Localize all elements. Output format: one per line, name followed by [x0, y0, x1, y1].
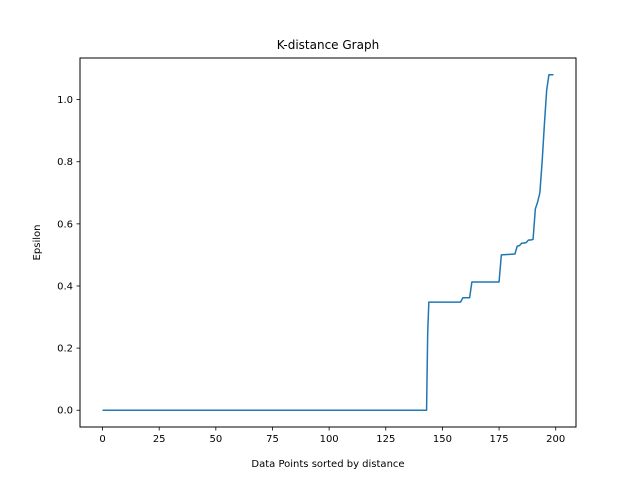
x-tick-label: 125: [376, 434, 395, 445]
x-tick-label: 50: [209, 434, 222, 445]
y-tick-label: 0.8: [57, 157, 73, 168]
y-tick-label: 0.0: [57, 406, 73, 417]
x-tick-label: 200: [546, 434, 565, 445]
x-tick-label: 75: [266, 434, 279, 445]
x-axis-label: Data Points sorted by distance: [251, 459, 404, 470]
x-tick-label: 25: [153, 434, 166, 445]
axes-frame: [79, 57, 577, 428]
x-tick-label: 175: [490, 434, 509, 445]
x-tick-label: 100: [320, 434, 339, 445]
x-tick-label: 0: [99, 434, 105, 445]
y-tick-label: 0.6: [57, 219, 73, 230]
x-tick-label: 150: [433, 434, 452, 445]
y-axis-label: Epsilon: [32, 225, 43, 261]
y-tick-label: 0.2: [57, 344, 73, 355]
y-tick-label: 1.0: [57, 95, 73, 106]
axis-ticks: 0 25 50 75 100 125 150 175 200 0.0 0.2 0.4 0.6 0.8 1.0: [57, 95, 565, 445]
series-line-0: [102, 74, 554, 411]
plot-area: [102, 74, 554, 411]
y-tick-label: 0.4: [57, 281, 73, 292]
chart-title: K-distance Graph: [277, 38, 379, 52]
